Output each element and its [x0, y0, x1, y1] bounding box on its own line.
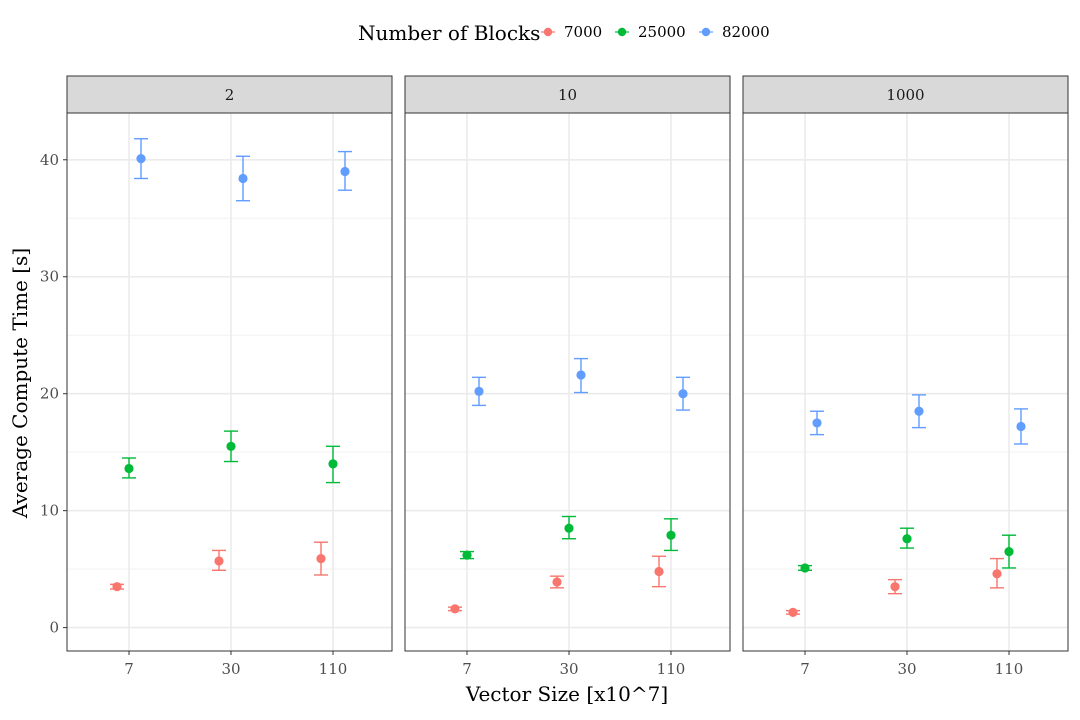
legend-item-25000: 25000 [615, 23, 686, 41]
panel-border [404, 112, 731, 652]
x-axis-title: Vector Size [x10^7] [465, 682, 668, 706]
panel-border [742, 112, 1069, 652]
data-point [914, 406, 924, 416]
plot-background [405, 113, 730, 651]
series-7000 [110, 541, 328, 592]
data-point [1004, 546, 1014, 557]
data-point [890, 582, 900, 592]
data-point [788, 607, 798, 618]
data-point [316, 554, 326, 564]
data-point [226, 441, 236, 451]
x-tick-label: 7 [462, 660, 472, 678]
x-tick-label: 110 [319, 660, 348, 678]
data-point [902, 534, 912, 544]
legend-item-82000: 82000 [699, 23, 770, 41]
x-tick-label: 110 [995, 660, 1024, 678]
facet-strip [404, 75, 731, 114]
plot-background [743, 113, 1068, 651]
series-25000 [798, 527, 1016, 573]
legend-key-dot [617, 27, 627, 37]
series-82000 [810, 394, 1028, 445]
data-point [666, 530, 676, 540]
y-tick-label: 40 [40, 151, 59, 169]
facet-strip-label: 2 [225, 86, 235, 104]
data-point [328, 459, 338, 469]
facet-panel-1000: 1000 7 30 110 [742, 75, 1069, 678]
data-point [678, 389, 688, 399]
legend-label: 25000 [638, 23, 686, 41]
series-82000 [472, 357, 690, 411]
facet-strip [66, 75, 393, 114]
legend-title: Number of Blocks [358, 21, 540, 45]
x-tick-label: 7 [124, 660, 134, 678]
data-point [992, 569, 1002, 579]
data-point [238, 173, 248, 184]
data-point [124, 463, 134, 474]
y-axis-title: Average Compute Time [s] [8, 248, 32, 519]
series-7000 [448, 555, 666, 614]
legend-item-7000: 7000 [541, 23, 602, 41]
data-point [552, 577, 562, 587]
gridlines [405, 113, 730, 651]
x-tick-label: 7 [800, 660, 810, 678]
facet-strip-label: 1000 [886, 86, 924, 104]
facet-panel-2: 2 7 30 110 0 10 20 30 40 [40, 75, 393, 678]
series-25000 [460, 515, 678, 560]
data-point [112, 582, 122, 592]
facet-strip-label: 10 [558, 86, 577, 104]
data-point [800, 563, 810, 573]
series-25000 [122, 430, 340, 484]
legend-label: 7000 [564, 23, 602, 41]
data-point [576, 370, 586, 380]
legend: Number of Blocks 7000 25000 82000 [358, 21, 770, 45]
data-point [450, 604, 460, 614]
x-tick-label: 30 [559, 660, 578, 678]
facet-panel-10: 10 7 30 110 [404, 75, 731, 678]
data-point [564, 523, 574, 533]
data-point [214, 556, 224, 566]
data-point [1016, 421, 1026, 432]
x-tick-label: 110 [657, 660, 686, 678]
legend-key-dot [543, 27, 553, 37]
data-point [474, 386, 484, 396]
y-tick-label: 20 [40, 385, 59, 403]
data-point [654, 566, 664, 577]
y-tick-label: 0 [49, 619, 59, 637]
plot-background [67, 113, 392, 651]
panel-border [66, 112, 393, 652]
y-tick-label: 30 [40, 268, 59, 286]
legend-label: 82000 [722, 23, 770, 41]
data-point [340, 166, 350, 177]
facet-strip [742, 75, 1069, 114]
x-tick-label: 30 [897, 660, 916, 678]
data-point [136, 154, 146, 164]
legend-key-dot [701, 27, 711, 37]
data-point [462, 550, 472, 560]
series-7000 [786, 557, 1004, 618]
x-tick-label: 30 [221, 660, 240, 678]
gridlines [67, 113, 392, 651]
data-point [812, 418, 822, 428]
series-82000 [134, 138, 352, 202]
y-tick-label: 10 [40, 502, 59, 520]
